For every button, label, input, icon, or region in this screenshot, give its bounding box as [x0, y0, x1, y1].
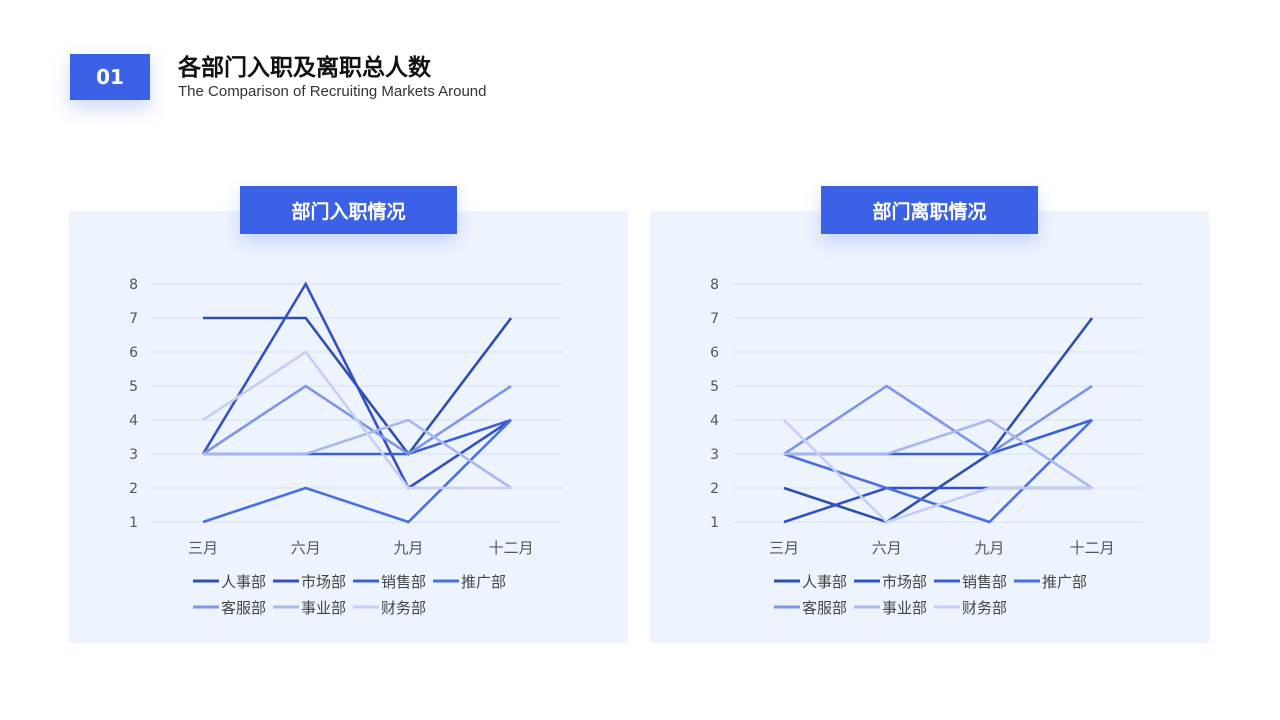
legend-label: 财务部 [381, 599, 426, 617]
y-tick-label: 1 [129, 515, 138, 531]
legend-label: 市场部 [301, 573, 346, 591]
x-tick-label: 十二月 [1070, 539, 1115, 557]
chart-title-resignation: 部门离职情况 [821, 186, 1038, 234]
y-tick-label: 3 [129, 447, 138, 463]
series-line-客服部 [783, 384, 1093, 456]
y-tick-label: 8 [129, 277, 138, 293]
legend-label: 市场部 [882, 573, 927, 591]
series-line-事业部 [784, 418, 1093, 490]
chart-panel-resignation [650, 211, 1209, 643]
series-line-财务部 [783, 419, 1093, 524]
y-tick-label: 8 [710, 277, 719, 293]
y-tick-label: 4 [710, 413, 719, 429]
page-subtitle: The Comparison of Recruiting Markets Aro… [178, 83, 487, 100]
legend-label: 客服部 [221, 599, 266, 617]
legend-label: 客服部 [802, 599, 847, 617]
legend-label: 销售部 [962, 573, 1007, 591]
x-tick-label: 九月 [974, 539, 1004, 557]
y-tick-label: 7 [129, 311, 138, 327]
series-line-事业部 [203, 418, 512, 490]
legend-label: 推广部 [1042, 573, 1087, 591]
series-line-推广部 [202, 419, 513, 524]
legend-label: 推广部 [461, 573, 506, 591]
x-tick-label: 六月 [291, 539, 321, 557]
legend-label: 人事部 [802, 573, 847, 591]
y-tick-label: 2 [710, 481, 719, 497]
x-tick-label: 九月 [393, 539, 423, 557]
y-tick-label: 5 [129, 379, 138, 395]
x-tick-label: 六月 [872, 539, 902, 557]
y-tick-label: 3 [710, 447, 719, 463]
legend-label: 事业部 [301, 599, 346, 617]
legend-label: 人事部 [221, 573, 266, 591]
legend-label: 销售部 [381, 573, 426, 591]
x-tick-label: 十二月 [489, 539, 534, 557]
y-tick-label: 1 [710, 515, 719, 531]
chart-panel-onboarding [69, 211, 628, 643]
y-tick-label: 6 [710, 345, 719, 361]
series-line-财务部 [202, 350, 512, 490]
chart-title-onboarding: 部门入职情况 [240, 186, 457, 234]
y-tick-label: 6 [129, 345, 138, 361]
page-title: 各部门入职及离职总人数 [178, 55, 431, 81]
x-tick-label: 三月 [188, 539, 218, 557]
section-number-badge: 01 [70, 54, 150, 100]
y-tick-label: 2 [129, 481, 138, 497]
x-tick-label: 三月 [769, 539, 799, 557]
y-tick-label: 4 [129, 413, 138, 429]
legend-label: 财务部 [962, 599, 1007, 617]
legend-label: 事业部 [882, 599, 927, 617]
y-tick-label: 7 [710, 311, 719, 327]
y-tick-label: 5 [710, 379, 719, 395]
